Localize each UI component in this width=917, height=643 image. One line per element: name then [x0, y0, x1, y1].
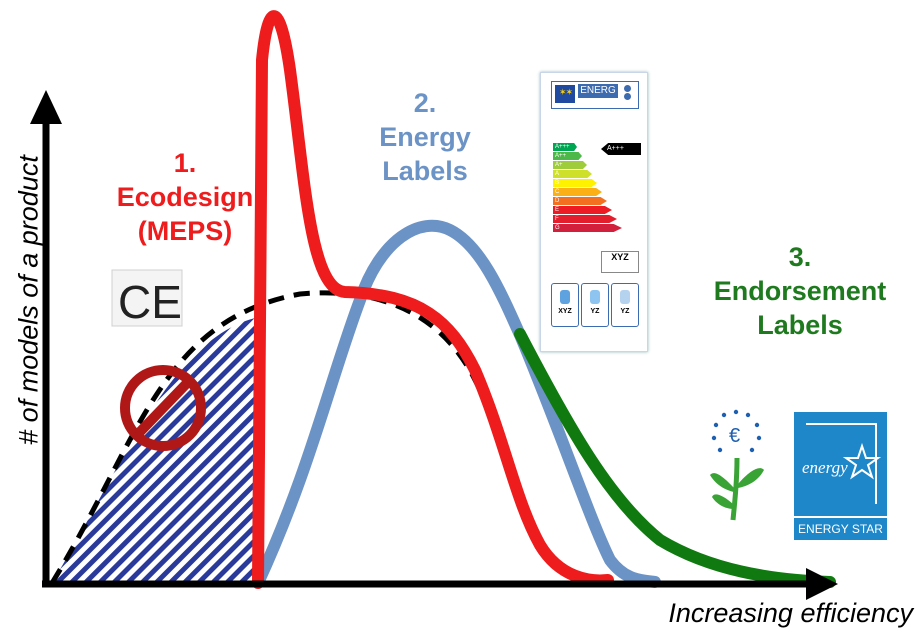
x-axis-label: Increasing efficiency [668, 598, 913, 628]
ce-mark-text: CE [118, 276, 182, 328]
energy-class-bar: A+++ [553, 143, 577, 151]
noise-level-box: YZ [611, 283, 639, 327]
energy-class-bar: A++ [553, 152, 582, 160]
energy-class-bar: A [553, 170, 592, 178]
energy-star-script: energy [802, 458, 848, 477]
ecodesign-label: 1. Ecodesign (MEPS) [110, 146, 260, 248]
endorsement-number: 3. [788, 242, 812, 272]
energy-star-icon [806, 423, 882, 504]
ce-mark-icon: CE [111, 269, 183, 328]
snowflake-icon [590, 290, 600, 304]
endorsement-line2: Labels [757, 310, 843, 340]
energy-class-bar: F [553, 215, 617, 223]
y-axis-arrowhead [30, 90, 62, 124]
eu-ecolabel-flower-icon: € [710, 409, 764, 521]
energy-consumption-box: XYZ [601, 251, 639, 273]
energy-star-text: ENERGY STAR [794, 516, 887, 540]
energy-rating-arrow: A+++ [601, 143, 641, 155]
energy-labels-number: 2. [413, 88, 437, 118]
energy-class-bar: G [553, 224, 622, 232]
freezer-capacity-box: YZ [581, 283, 609, 327]
eu-energy-label-image: ✶✶ ENERG A+++ A++ A+ A B C D E F G A+++ XYZ XYZ Y… [540, 72, 648, 352]
y-axis-label: # of models of a product [13, 155, 44, 445]
speaker-icon [620, 290, 630, 304]
energy-label-dots-icon [620, 84, 636, 104]
eu-flag-icon: ✶✶ [555, 85, 575, 103]
ecodesign-title: Ecodesign [116, 182, 254, 212]
energy-star-logo: energy ENERGY STAR [794, 412, 887, 540]
fridge-capacity-box: XYZ [551, 283, 579, 327]
fridge-icon [560, 290, 570, 304]
ecodesign-number: 1. [173, 148, 197, 178]
prohibited-icon [120, 365, 206, 451]
energy-labels-line2: Labels [382, 156, 468, 186]
svg-text:€: € [729, 425, 740, 447]
energy-class-bar: D [553, 197, 607, 205]
meps-curve [252, 10, 614, 589]
energy-class-bar: A+ [553, 161, 587, 169]
energy-labels-label: 2. Energy Labels [360, 86, 490, 188]
energy-class-bars: A+++ A++ A+ A B C D E F G [553, 143, 643, 233]
energy-labels-curve [252, 219, 661, 589]
endorsement-line1: Endorsement [713, 276, 887, 306]
energy-label-header: ✶✶ ENERG [551, 81, 639, 109]
energy-class-bar: E [553, 206, 612, 214]
x-axis-arrowhead [806, 568, 838, 600]
energy-label-icon-boxes: XYZ YZ YZ [551, 283, 639, 327]
energy-label-title: ENERG [578, 84, 618, 98]
energy-class-bar: B [553, 179, 597, 187]
endorsement-label: 3. Endorsement Labels [690, 240, 910, 342]
excluded-models-area [52, 318, 255, 583]
energy-labels-line1: Energy [379, 122, 471, 152]
endorsement-curve [514, 328, 836, 588]
ecodesign-subtitle: (MEPS) [137, 216, 233, 246]
energy-class-bar: C [553, 188, 602, 196]
